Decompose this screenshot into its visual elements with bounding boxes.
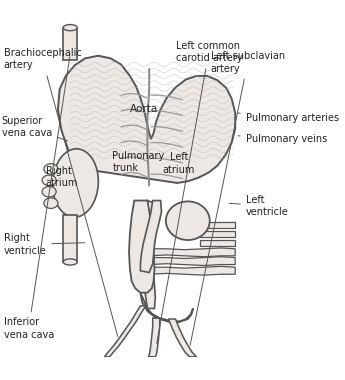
Ellipse shape	[63, 259, 77, 265]
Ellipse shape	[166, 201, 210, 240]
Polygon shape	[140, 201, 161, 272]
Polygon shape	[149, 257, 235, 266]
Text: Brachiocephalic
artery: Brachiocephalic artery	[3, 48, 118, 337]
Polygon shape	[129, 201, 155, 293]
Polygon shape	[200, 222, 235, 228]
Text: Superior
vena cava: Superior vena cava	[2, 116, 68, 141]
Text: Right
atrium: Right atrium	[46, 166, 78, 188]
Ellipse shape	[44, 198, 58, 209]
Text: Right
ventricle: Right ventricle	[3, 233, 85, 256]
Polygon shape	[200, 231, 235, 237]
Polygon shape	[148, 318, 160, 357]
Text: Inferior
vena cava: Inferior vena cava	[3, 57, 70, 340]
Polygon shape	[140, 293, 193, 321]
Text: Pulmonary arteries: Pulmonary arteries	[238, 113, 339, 123]
Ellipse shape	[42, 187, 56, 197]
Ellipse shape	[42, 175, 56, 185]
Text: Aorta: Aorta	[130, 104, 158, 114]
Polygon shape	[58, 56, 235, 183]
Ellipse shape	[44, 164, 58, 174]
Polygon shape	[149, 248, 235, 257]
Text: Pulmonary veins: Pulmonary veins	[238, 134, 327, 144]
Text: Left common
carotid artery: Left common carotid artery	[157, 41, 242, 344]
Polygon shape	[149, 266, 235, 275]
Polygon shape	[168, 319, 197, 357]
Text: Left subclavian
artery: Left subclavian artery	[190, 51, 285, 345]
Ellipse shape	[53, 149, 98, 217]
Polygon shape	[63, 28, 77, 60]
Text: Left
ventricle: Left ventricle	[229, 195, 288, 217]
Polygon shape	[141, 201, 156, 309]
Ellipse shape	[63, 25, 77, 31]
Polygon shape	[105, 306, 146, 357]
Polygon shape	[200, 239, 235, 246]
Polygon shape	[63, 215, 77, 262]
Text: Left
atrium: Left atrium	[163, 152, 195, 175]
Text: Pulmonary
trunk: Pulmonary trunk	[112, 151, 165, 173]
